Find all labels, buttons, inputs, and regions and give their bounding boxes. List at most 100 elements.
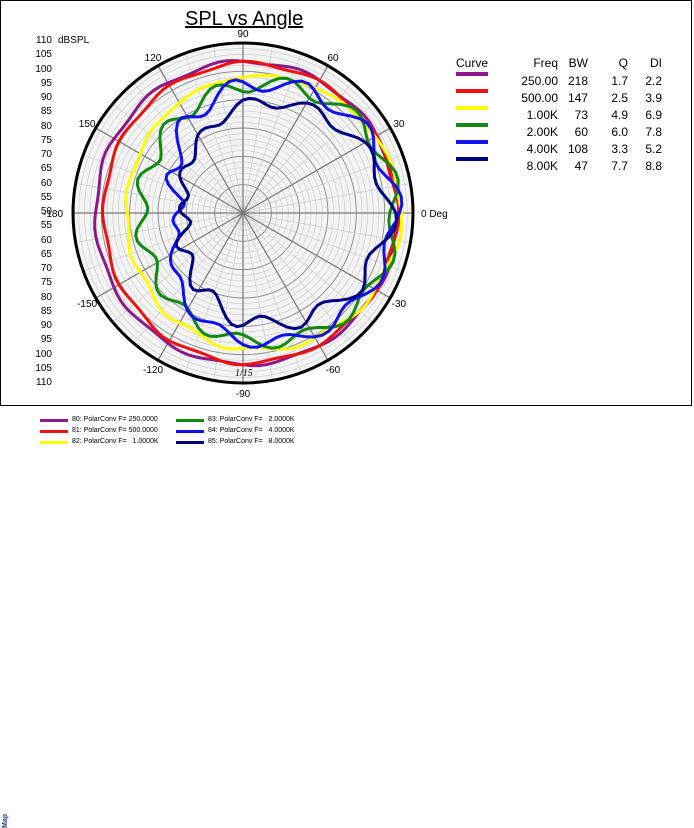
angle-label: -90 <box>236 389 251 400</box>
legend-swatch <box>40 419 68 422</box>
table-cell-di: 7.8 <box>645 125 662 139</box>
grid-spoke-minor <box>242 212 273 381</box>
legend-swatch <box>176 441 204 444</box>
table-cell-q: 3.3 <box>611 142 628 156</box>
radial-tick-label: 100 <box>35 63 52 75</box>
grid-spoke-minor <box>242 103 374 214</box>
table-header: BW <box>568 56 588 70</box>
curve-swatch <box>456 123 488 127</box>
series-curve-2 <box>100 59 401 367</box>
grid-spoke-major <box>95 127 244 214</box>
series-curve-6 <box>174 96 399 331</box>
grid-spoke-minor <box>213 212 244 381</box>
angle-label: -60 <box>326 365 341 376</box>
radial-tick-label: 65 <box>40 163 52 175</box>
radial-tick-label: 95 <box>40 77 52 89</box>
radial-tick-label: 60 <box>40 234 52 246</box>
legend-swatch <box>176 419 204 422</box>
grid-spoke-minor <box>213 45 244 214</box>
table-cell-bw: 218 <box>567 74 588 88</box>
radial-tick-label: 90 <box>40 92 52 103</box>
table-cell-q: 4.9 <box>611 108 628 122</box>
table-cell-di: 6.9 <box>645 108 662 122</box>
radial-tick-label: 50 <box>40 206 52 217</box>
grid-spoke-major <box>157 65 244 214</box>
table-cell-di: 5.2 <box>645 142 662 156</box>
table-cell-freq: 4.00K <box>526 142 558 156</box>
angle-label: 60 <box>327 53 339 64</box>
grid-spoke-minor <box>133 82 244 214</box>
radial-tick-label: 90 <box>40 320 52 331</box>
angle-label: -120 <box>143 365 163 376</box>
legend-swatch <box>40 430 68 433</box>
curve-swatch <box>456 72 488 76</box>
table-cell-bw: 47 <box>574 159 588 173</box>
table-cell-di: 2.2 <box>645 74 662 88</box>
grid-spoke-minor <box>242 212 302 373</box>
radial-tick-label: 110 <box>36 35 52 46</box>
table-cell-bw: 108 <box>567 142 588 156</box>
radial-tick-label: 80 <box>40 291 52 303</box>
table-header: Curve <box>456 56 489 70</box>
legend-entry: 85: PolarConv F= 8.0000K <box>208 438 295 445</box>
angle-label: 150 <box>79 119 96 130</box>
radial-tick-label: 70 <box>40 149 52 160</box>
chart-frame <box>0 0 692 406</box>
radial-tick-label: 95 <box>40 334 52 346</box>
table-cell-q: 2.5 <box>611 91 628 105</box>
angle-label: -150 <box>77 299 97 310</box>
table-cell-bw: 73 <box>574 108 588 122</box>
legend-entry: 82: PolarConv F= 1.0000K <box>72 438 159 445</box>
legend-entry: 80: PolarConv F= 250.0000 <box>72 416 158 423</box>
radial-tick-label: 105 <box>35 49 52 61</box>
radial-tick-label: 70 <box>40 263 52 274</box>
angle-label: -30 <box>392 299 407 310</box>
angle-label: -180 <box>43 209 63 220</box>
table-header: DI <box>650 56 662 70</box>
radial-tick-label: 110 <box>36 377 52 388</box>
grid-spoke-minor <box>83 154 244 214</box>
grid-spoke-minor <box>242 212 374 323</box>
radial-tick-label: 60 <box>40 177 52 189</box>
chart-title: SPL vs Angle <box>185 8 304 30</box>
table-cell-di: 3.9 <box>645 91 662 105</box>
table-header: Q <box>618 56 628 70</box>
angle-label: 0 Deg <box>421 209 448 220</box>
table-cell-di: 8.8 <box>645 159 662 173</box>
radial-axis-label: dBSPL <box>58 35 90 46</box>
radial-tick-label: 55 <box>40 191 52 203</box>
curve-swatch <box>456 157 488 161</box>
legend-entry: 81: PolarConv F= 500.0000 <box>72 427 158 434</box>
grid-spoke-minor <box>133 212 244 344</box>
radial-tick-label: 85 <box>40 106 52 118</box>
angle-label: 120 <box>145 53 162 64</box>
radial-tick-label: 65 <box>40 248 52 260</box>
series-curve-5 <box>164 78 404 349</box>
radial-tick-label: 85 <box>40 305 52 317</box>
radial-tick-label: 75 <box>40 134 52 146</box>
radial-tick-label: 80 <box>40 120 52 132</box>
polar-plot: 90 60 30 0 Deg -30 -60 -90 -120 -150 -180 150 120 1/… <box>43 29 448 400</box>
table-cell-q: 7.7 <box>611 159 628 173</box>
angle-label: 90 <box>237 29 249 40</box>
table-cell-bw: 60 <box>574 125 588 139</box>
legend-swatch <box>40 441 68 444</box>
grid-spoke-minor <box>242 183 411 214</box>
table-cell-q: 1.7 <box>611 74 628 88</box>
polar-outer-ring <box>71 41 415 385</box>
table-cell-freq: 1.00K <box>526 108 558 122</box>
grid-spoke-minor <box>75 183 244 214</box>
footer-legend: Map 80: PolarConv F= 250.0000 81: PolarCo… <box>0 406 694 828</box>
table-cell-freq: 2.00K <box>526 125 558 139</box>
grid-spoke-major <box>157 212 244 361</box>
grid-spoke-minor <box>75 212 244 243</box>
radial-tick-label: 55 <box>40 220 52 232</box>
legend-swatch <box>176 430 204 433</box>
map-label: Map <box>2 814 9 828</box>
legend-entry: 84: PolarConv F= 4.0000K <box>208 427 295 434</box>
curve-swatch <box>456 140 488 144</box>
radial-tick-label: 100 <box>35 348 52 360</box>
curve-swatch <box>456 106 488 110</box>
table-cell-freq: 250.00 <box>521 74 558 88</box>
angle-label: 30 <box>393 119 405 130</box>
